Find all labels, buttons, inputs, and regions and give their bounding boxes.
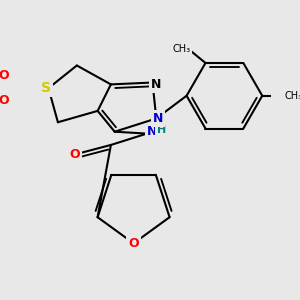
Text: CH₃: CH₃ — [284, 91, 300, 101]
Text: S: S — [41, 81, 51, 95]
Text: O: O — [128, 237, 139, 250]
Text: N: N — [153, 112, 163, 125]
Text: N: N — [147, 125, 157, 138]
Text: O: O — [70, 148, 80, 161]
Text: H: H — [158, 125, 166, 135]
Text: N: N — [151, 78, 161, 91]
Text: O: O — [0, 69, 9, 82]
Text: CH₃: CH₃ — [172, 44, 190, 54]
Text: O: O — [0, 94, 9, 107]
